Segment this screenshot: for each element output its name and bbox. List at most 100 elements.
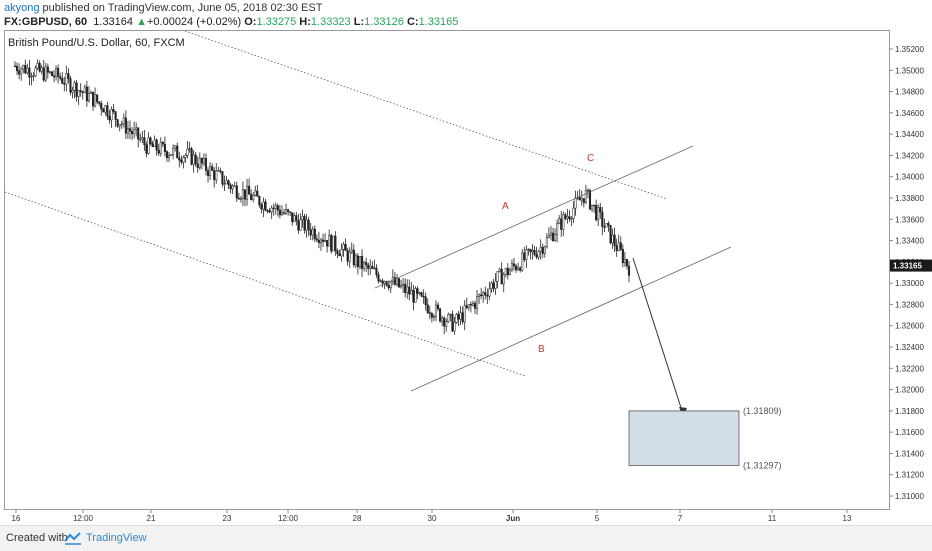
candle-body: [360, 255, 364, 269]
candle-body: [48, 71, 51, 73]
candle-body: [590, 204, 594, 210]
candle-body: [504, 268, 507, 275]
candle-body: [482, 292, 485, 296]
candle-body: [282, 212, 286, 214]
time-axis[interactable]: 16 12:00 21 23 12:00 28 30 Jun 5 7 11 13: [4, 510, 890, 524]
time-tick-label: 11: [768, 514, 777, 523]
candle-body: [272, 207, 275, 210]
candle-body: [436, 304, 440, 310]
candle-body: [285, 209, 288, 214]
candle-body: [498, 268, 501, 272]
candle-body: [453, 322, 456, 332]
tradingview-brand[interactable]: TradingView: [86, 532, 147, 544]
candle-body: [309, 229, 312, 236]
candle-body: [488, 288, 491, 297]
price-tick-label: 1.33800: [895, 194, 924, 203]
candle-body: [223, 183, 226, 185]
candle-body: [584, 190, 587, 203]
candle-body: [321, 239, 325, 242]
candle-body: [20, 68, 23, 75]
candle-body: [625, 259, 628, 267]
candle-body: [42, 67, 45, 81]
candle-body: [478, 294, 481, 297]
candle-body: [527, 248, 530, 251]
candle-body: [570, 218, 573, 220]
wave-label-c: C: [587, 153, 594, 164]
candle-body: [303, 216, 306, 231]
candle-body: [192, 154, 195, 165]
last-price: 1.33164: [93, 16, 134, 28]
candle-body: [52, 75, 56, 78]
candle-body: [432, 316, 435, 318]
candle-body: [547, 234, 550, 238]
candle-body: [619, 242, 622, 250]
candle-body: [400, 285, 403, 288]
candle-body: [227, 180, 230, 186]
candle-body: [176, 145, 179, 159]
candle-body: [172, 147, 175, 155]
candle-body: [492, 282, 495, 289]
candle-body: [256, 190, 259, 197]
candle-body: [613, 234, 616, 246]
candle-body: [556, 223, 559, 235]
created-with-text: Created with: [6, 532, 68, 544]
price-axis[interactable]: 1.35200 1.35000 1.34800 1.34600 1.34400 1.342…: [889, 30, 932, 510]
candle-body: [545, 237, 548, 248]
author-link[interactable]: akyong: [4, 2, 40, 14]
candle-body: [599, 207, 602, 213]
candle-body: [157, 149, 160, 154]
footer: Created with TradingView: [0, 525, 932, 551]
candle-body: [389, 281, 392, 289]
candle-body: [243, 189, 247, 200]
candle-body: [404, 283, 407, 293]
candle-body: [46, 66, 49, 73]
candle-body: [71, 90, 74, 93]
candle-body: [525, 249, 528, 260]
candle-body: [239, 198, 242, 200]
candle-body: [449, 313, 452, 316]
candle-body: [519, 267, 522, 271]
price-tick-label: 1.34400: [895, 130, 924, 139]
candle-body: [471, 302, 474, 306]
candle-body: [16, 65, 19, 72]
candle-body: [367, 264, 370, 269]
candle-body: [264, 201, 267, 211]
candle-body: [315, 238, 318, 241]
candle-body: [328, 234, 331, 247]
candle-body: [118, 124, 121, 127]
price-plot[interactable]: (1.31809) (1.31297) A B C: [5, 31, 890, 510]
candle-body: [270, 207, 273, 213]
candle-body: [358, 255, 362, 267]
candle-body: [122, 117, 125, 125]
candle-body: [580, 198, 583, 201]
candle-body: [554, 234, 557, 241]
projection-arrow-line: [632, 257, 684, 415]
price-tick-label: 1.34200: [895, 151, 924, 160]
chart-title: British Pound/U.S. Dollar, 60, FXCM: [8, 37, 185, 49]
price-tick-label: 1.33600: [895, 215, 924, 224]
candle-body: [521, 252, 524, 271]
candle-body: [605, 223, 608, 228]
candle-body: [346, 250, 349, 262]
candle-body: [607, 223, 610, 226]
candle-body: [603, 226, 606, 228]
price-tick-label: 1.31400: [895, 449, 924, 458]
time-tick-label: 12:00: [278, 514, 299, 523]
price-tick-label: 1.32200: [895, 364, 924, 373]
candle-body: [89, 91, 93, 94]
chart-pane[interactable]: (1.31809) (1.31297) A B C: [4, 30, 890, 510]
candle-body: [237, 197, 240, 200]
candle-body: [420, 292, 423, 297]
candle-body: [141, 137, 144, 140]
candle-body: [445, 321, 448, 327]
price-tick-label: 1.33400: [895, 237, 924, 246]
candle-body: [229, 184, 232, 190]
candle-body: [126, 128, 129, 134]
candle-body: [395, 278, 399, 285]
candle-body: [371, 266, 374, 269]
candle-body: [30, 76, 33, 78]
candle-body: [373, 267, 376, 270]
candle-body: [459, 312, 462, 320]
candle-body: [609, 225, 612, 244]
candle-body: [178, 157, 181, 161]
